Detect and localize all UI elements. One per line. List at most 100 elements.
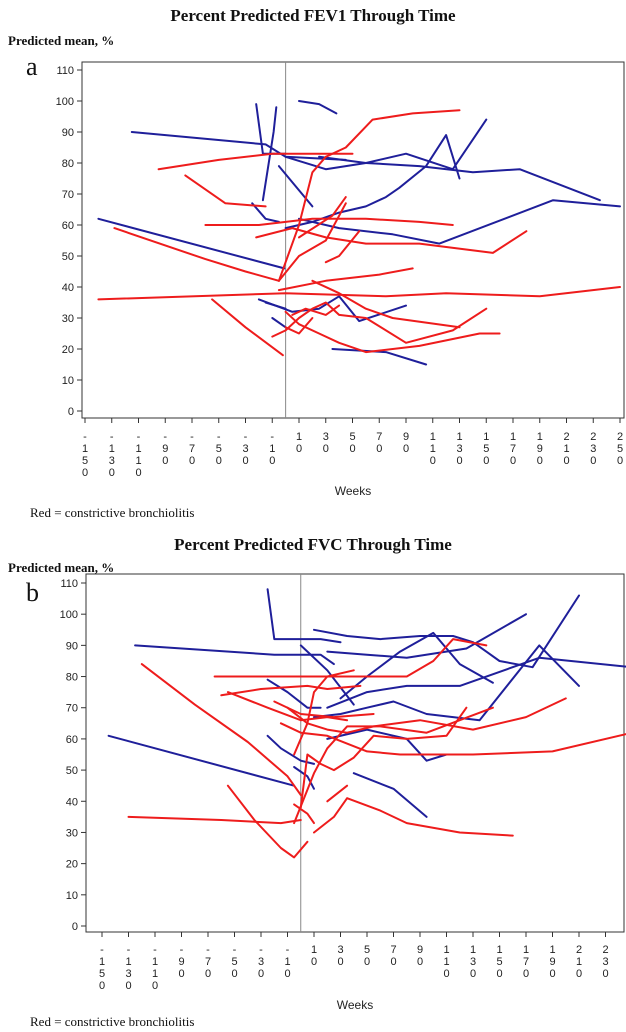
- series-line-red-16: [184, 174, 267, 208]
- y-tick-label: 0: [68, 406, 74, 418]
- series-line-red-20: [277, 202, 347, 282]
- x-tick-label: -3 0: [242, 431, 248, 467]
- chart-title: Percent Predicted FVC Through Time: [174, 535, 452, 554]
- fev1-chart: 0 10 20 30 40 50 60 70 80 90 100 110 -1 5 0 -1 3 0 -1 1 0 -9 0…: [56, 61, 625, 498]
- y-tick-label: 40: [66, 796, 78, 808]
- series-line-blue-2: [266, 588, 342, 644]
- plot-frame: [85, 573, 625, 933]
- series-line-blue-3: [261, 106, 278, 202]
- series-line-blue-10: [298, 199, 621, 245]
- series-line-red-30: [284, 317, 314, 335]
- series-line-red-21: [293, 669, 355, 756]
- y-tick-label: 30: [62, 313, 74, 325]
- y-tick-label: 100: [56, 96, 74, 108]
- x-tick-label: -5 0: [231, 944, 237, 980]
- y-tick-label: 50: [62, 251, 74, 263]
- y-tick-label: 30: [66, 827, 78, 839]
- series-line-red-26: [313, 797, 514, 837]
- x-tick-label: -9 0: [162, 431, 168, 467]
- series-line-red-25: [277, 267, 414, 292]
- series-line-red-15: [220, 684, 362, 697]
- series-line-red-17: [226, 691, 349, 722]
- series-line-blue-1: [130, 131, 347, 161]
- chart-title: Percent Predicted FEV1 Through Time: [170, 6, 456, 25]
- series-line-red-27: [326, 784, 349, 803]
- x-tick-label: -9 0: [178, 944, 184, 980]
- x-tick-label: -7 0: [205, 944, 211, 980]
- series-line-blue-12: [264, 301, 287, 310]
- series-line-red-23: [293, 706, 494, 825]
- chart-footnote: Red = constrictive bronchiolitis: [30, 1014, 195, 1029]
- series-line-blue-11: [326, 728, 448, 762]
- x-axis-title: Weeks: [335, 484, 371, 498]
- x-tick-label: -1 0: [284, 944, 290, 980]
- series-line-blue-9: [326, 613, 527, 659]
- series-line-blue-6: [251, 202, 280, 223]
- series-line-red-28: [293, 803, 315, 825]
- series-line-red-22: [298, 196, 347, 239]
- y-axis-title: Predicted mean, %: [8, 560, 115, 575]
- fvc-chart: 0 10 20 30 40 50 60 70 80 90 100 110 -1 5 0 -1 3 0 -1 1 0 -9 0…: [60, 573, 626, 1012]
- chart-footnote: Red = constrictive bronchiolitis: [30, 505, 195, 520]
- y-tick-label: 90: [62, 127, 74, 139]
- series-line-blue-4: [299, 644, 355, 706]
- series-line-red-26: [211, 298, 284, 357]
- x-tick-label: -1 0: [269, 431, 275, 467]
- y-tick-label: 70: [62, 189, 74, 201]
- series-line-blue-1: [134, 644, 335, 666]
- y-tick-label: 90: [66, 640, 78, 652]
- series-line-red-25: [226, 784, 309, 859]
- panel-letter: a: [26, 52, 38, 81]
- y-tick-label: 80: [66, 672, 78, 684]
- series-line-blue-5: [277, 165, 314, 208]
- series-line-red-28: [284, 310, 501, 354]
- series-line-red-15: [157, 152, 354, 171]
- x-tick-label: -1 1 0: [135, 431, 141, 479]
- x-tick-label: -5 0: [216, 431, 222, 467]
- y-tick-label: 40: [62, 282, 74, 294]
- y-tick-label: 20: [66, 859, 78, 871]
- series-line-red-24: [127, 815, 302, 825]
- series-line-blue-9: [318, 155, 601, 202]
- x-tick-label: -1 1 0: [152, 944, 158, 992]
- x-tick-label: -1 3 0: [125, 944, 131, 992]
- y-tick-label: 110: [56, 65, 74, 77]
- series-line-red-24: [97, 286, 621, 301]
- y-axis-title: Predicted mean, %: [8, 33, 115, 48]
- x-tick-label: -1 3 0: [109, 431, 115, 479]
- series-line-red-31: [291, 304, 341, 316]
- x-axis-title: Weeks: [337, 998, 373, 1012]
- series-line-blue-5: [266, 678, 322, 709]
- series-line-blue-12: [293, 766, 315, 790]
- series-line-blue-13: [352, 772, 428, 818]
- y-tick-label: 70: [66, 703, 78, 715]
- y-tick-label: 10: [66, 890, 78, 902]
- y-tick-label: 60: [62, 220, 74, 232]
- series-line-blue-7: [339, 631, 494, 700]
- series-line-blue-6: [313, 644, 580, 722]
- y-tick-label: 0: [72, 921, 78, 933]
- series-line-red-20: [279, 722, 626, 756]
- y-tick-label: 10: [62, 375, 74, 387]
- y-tick-label: 110: [60, 578, 78, 590]
- series-line-blue-0: [97, 217, 286, 270]
- series-line-red-16: [213, 638, 488, 678]
